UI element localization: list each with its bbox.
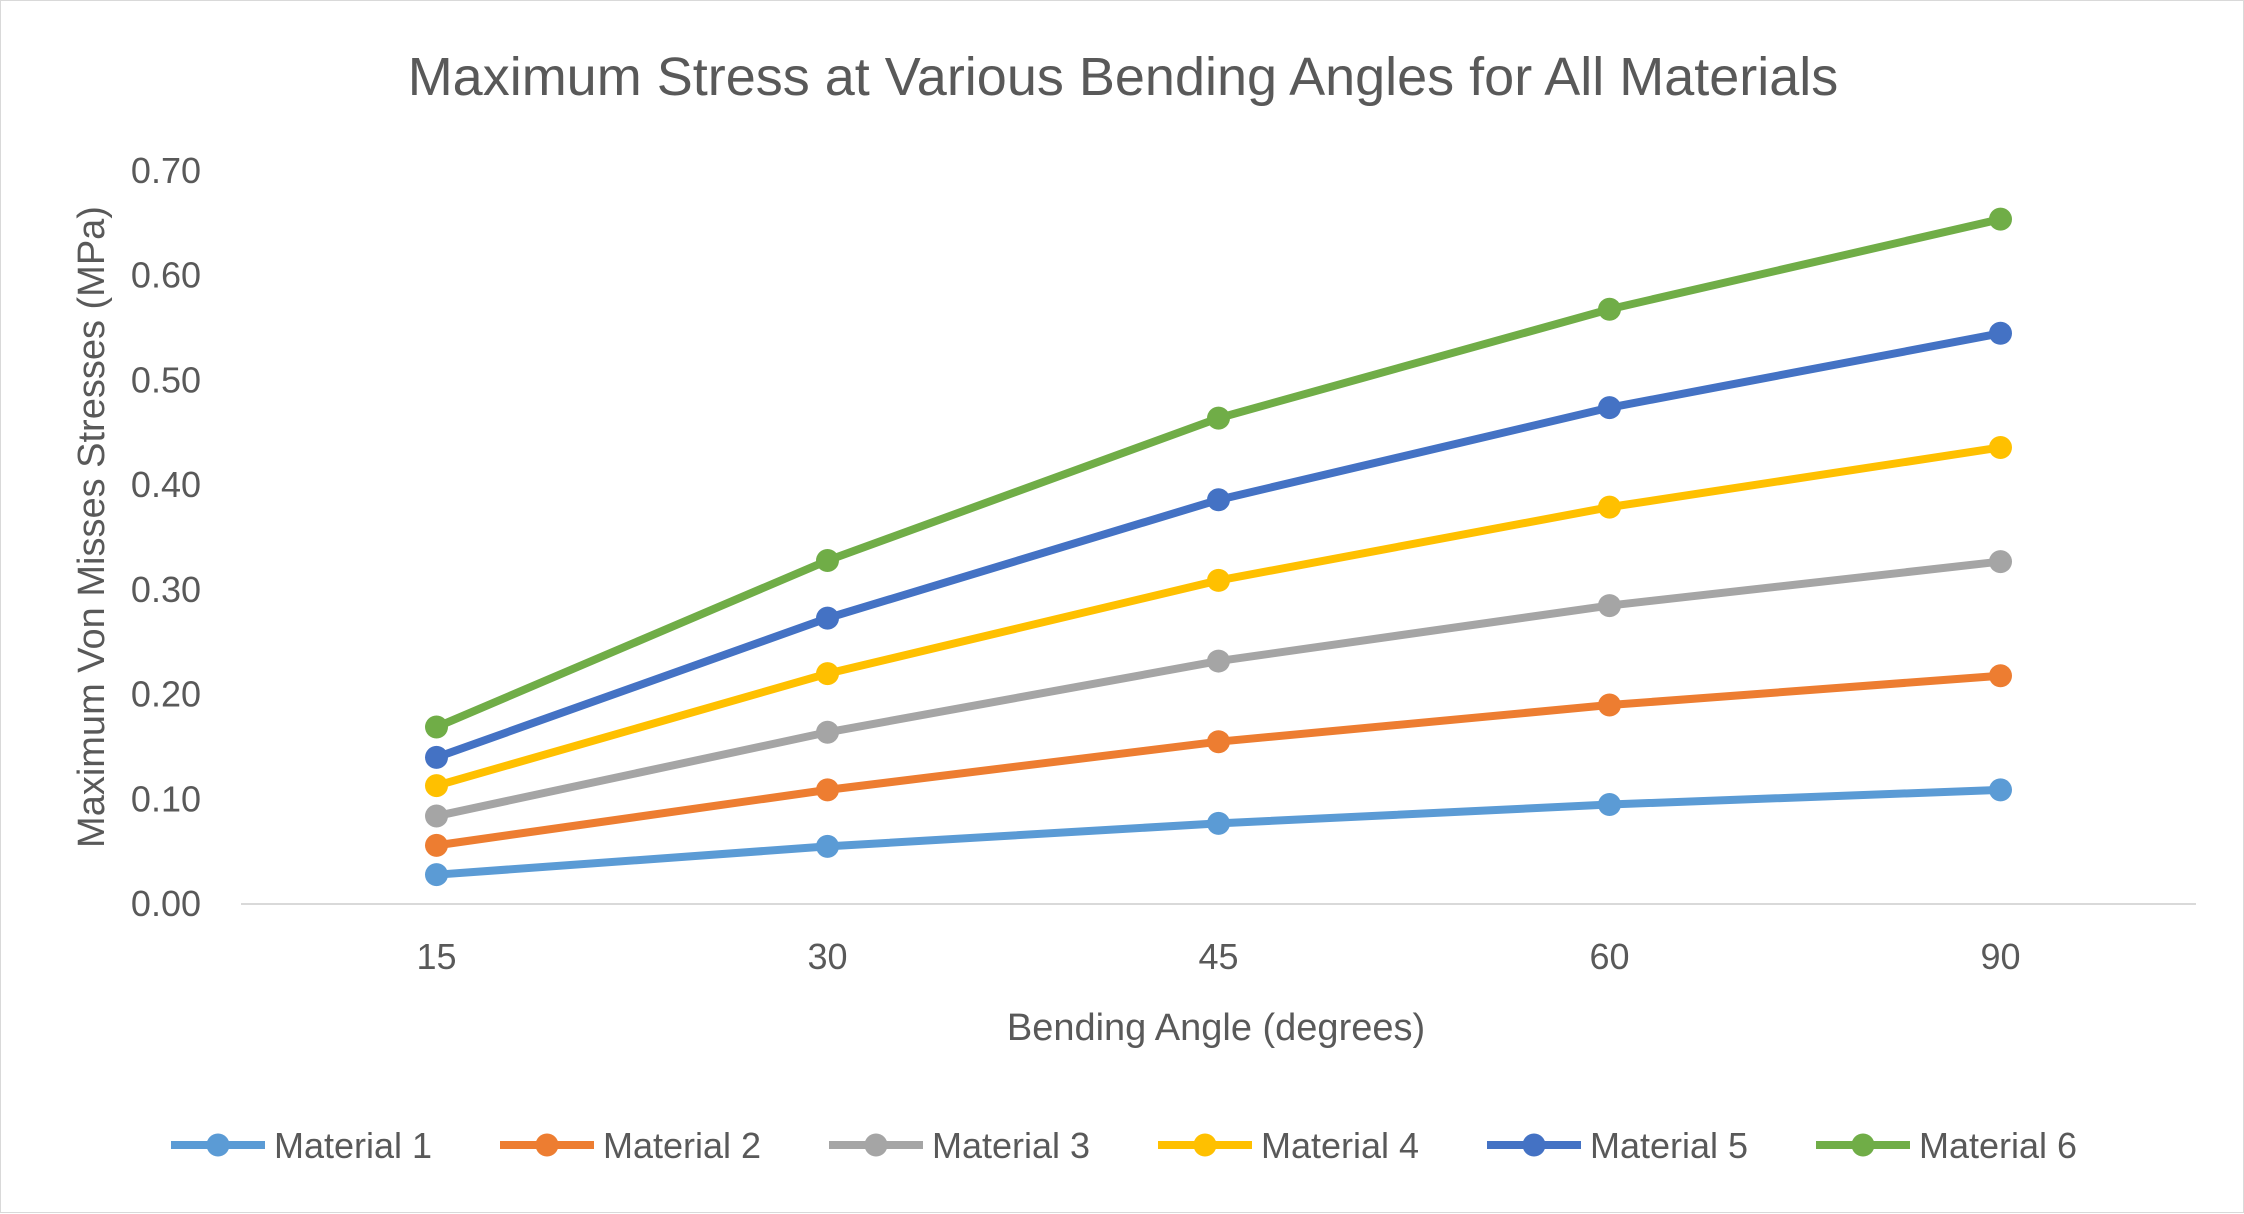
legend-label: Material 6	[1919, 1125, 2077, 1166]
legend-label: Material 5	[1590, 1125, 1748, 1166]
series-1	[425, 778, 2012, 887]
data-point	[1598, 396, 1621, 420]
series-5	[425, 321, 2012, 769]
y-axis-title: Maximum Von Misses Stresses (MPa)	[71, 206, 113, 848]
data-point	[1989, 435, 2012, 459]
series-2	[425, 664, 2012, 857]
data-point	[425, 715, 448, 739]
legend-marker	[206, 1133, 230, 1157]
data-point	[1207, 730, 1230, 754]
legend-item: Material 2	[500, 1125, 761, 1166]
legend-label: Material 4	[1261, 1125, 1419, 1166]
y-tick-label: 0.50	[131, 359, 201, 400]
series-6	[425, 207, 2012, 739]
data-point	[1207, 568, 1230, 592]
legend-marker	[1522, 1133, 1546, 1157]
y-tick-label: 0.40	[131, 464, 201, 505]
data-point	[425, 804, 448, 828]
data-point	[425, 833, 448, 857]
legend-item: Material 1	[171, 1125, 432, 1166]
data-point	[816, 720, 839, 744]
data-point	[1207, 488, 1230, 512]
x-axis-title: Bending Angle (degrees)	[1007, 1007, 1425, 1049]
data-point	[1207, 649, 1230, 673]
data-point	[1989, 664, 2012, 688]
data-point	[425, 863, 448, 887]
data-point	[816, 549, 839, 573]
legend-item: Material 3	[829, 1125, 1090, 1166]
data-point	[1598, 594, 1621, 618]
series-4	[425, 435, 2012, 798]
data-point	[816, 606, 839, 630]
data-point	[1207, 811, 1230, 835]
data-point	[1989, 550, 2012, 574]
y-axis-ticks: 0.00 0.10 0.20 0.30 0.40 0.50 0.60 0.70	[131, 150, 201, 924]
legend: Material 1 Material 2 Material 3 Material 4…	[171, 1125, 2077, 1166]
y-tick-label: 0.70	[131, 150, 201, 191]
legend-marker	[864, 1133, 888, 1157]
data-point	[816, 662, 839, 686]
data-point	[1598, 693, 1621, 717]
x-tick-label: 45	[1198, 936, 1238, 977]
x-tick-label: 60	[1589, 936, 1629, 977]
legend-marker	[1193, 1133, 1217, 1157]
x-tick-label: 90	[1980, 936, 2020, 977]
data-point	[1598, 793, 1621, 817]
x-tick-label: 30	[807, 936, 847, 977]
legend-label: Material 3	[932, 1125, 1090, 1166]
chart-title: Maximum Stress at Various Bending Angles…	[408, 47, 1839, 107]
y-tick-label: 0.20	[131, 674, 201, 715]
legend-item: Material 4	[1158, 1125, 1419, 1166]
y-tick-label: 0.60	[131, 255, 201, 296]
data-point	[816, 778, 839, 802]
legend-label: Material 2	[603, 1125, 761, 1166]
data-point	[425, 774, 448, 798]
data-point	[1989, 207, 2012, 231]
data-point	[1989, 321, 2012, 345]
series-line	[432, 557, 2005, 821]
y-tick-label: 0.00	[131, 883, 201, 924]
legend-marker	[535, 1133, 559, 1157]
series-layer	[425, 207, 2012, 887]
data-point	[1598, 495, 1621, 519]
series-3	[425, 550, 2012, 828]
legend-item: Material 5	[1487, 1125, 1748, 1166]
legend-item: Material 6	[1816, 1125, 2077, 1166]
y-tick-label: 0.10	[131, 778, 201, 819]
data-point	[1989, 778, 2012, 802]
data-point	[425, 745, 448, 769]
data-point	[816, 834, 839, 858]
data-point	[1207, 406, 1230, 430]
legend-marker	[1851, 1133, 1875, 1157]
legend-label: Material 1	[274, 1125, 432, 1166]
y-tick-label: 0.30	[131, 569, 201, 610]
x-tick-label: 15	[416, 936, 456, 977]
data-point	[1598, 297, 1621, 321]
x-axis-ticks: 15 30 45 60 90	[416, 936, 2020, 977]
